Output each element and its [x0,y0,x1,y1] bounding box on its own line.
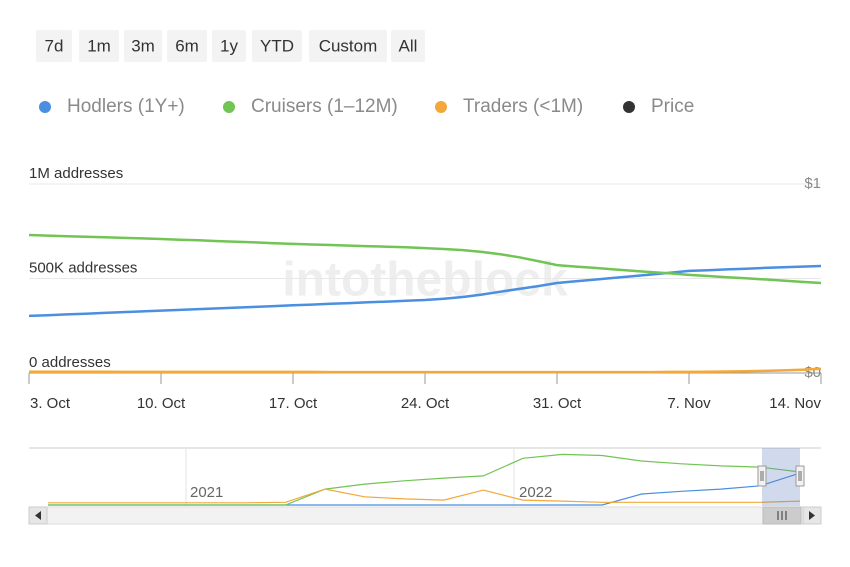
legend-label: Cruisers (1–12M) [251,96,398,117]
range-button[interactable]: 7d [36,30,72,62]
legend-item[interactable]: Price [623,96,694,117]
button-label: Custom [319,36,378,55]
button-bg [79,30,119,62]
button-bg [309,30,387,62]
navigator-handle[interactable] [757,465,767,487]
range-button[interactable]: 6m [167,30,207,62]
y-tick-label: 1M addresses [29,165,123,182]
legend-label: Hodlers (1Y+) [67,96,185,117]
button-label: 1m [87,36,111,55]
button-bg [252,30,302,62]
watermark: intotheblock [282,254,568,307]
button-label: 1y [220,36,238,55]
series-line [28,264,822,318]
arrow-left [35,511,41,520]
button-label: 3m [131,36,155,55]
button-label: YTD [260,36,294,55]
y-tick-label: 0 addresses [29,354,111,371]
y-tick-label: 500K addresses [29,259,137,276]
x-tick-label: 3. Oct [30,395,71,412]
range-button[interactable]: All [391,30,425,62]
navigator-handle[interactable] [795,465,805,487]
button-label: 6m [175,36,199,55]
legend-marker [223,101,235,113]
button-bg [212,30,246,62]
legend-item[interactable]: Traders (<1M) [435,96,583,117]
navigator-line [48,453,801,506]
button-bg [391,30,425,62]
x-tick-label: 10. Oct [137,395,186,412]
legend-label: Traders (<1M) [463,96,583,117]
y2-tick-label: $0 [804,364,821,381]
legend-marker [623,101,635,113]
series-line [29,367,822,374]
y2-tick-label: $1 [804,175,821,192]
scrollbar-track [28,506,822,525]
range-button[interactable]: YTD [252,30,302,62]
x-tick-label: 7. Nov [667,395,711,412]
legend-label: Price [651,96,694,117]
legend-item[interactable]: Hodlers (1Y+) [39,96,185,117]
range-button[interactable]: 1m [79,30,119,62]
navigator-bg [29,448,821,506]
navigator-label: 2021 [190,484,223,501]
button-label: All [399,36,418,55]
x-tick-label: 31. Oct [533,395,582,412]
button-bg [167,30,207,62]
range-button[interactable]: Custom [309,30,387,62]
x-tick-label: 14. Nov [769,395,821,412]
x-tick-label: 17. Oct [269,395,318,412]
legend-marker [435,101,447,113]
button-bg [36,30,72,62]
range-button[interactable]: 1y [212,30,246,62]
range-button[interactable]: 3m [124,30,162,62]
navigator-line [48,488,801,504]
arrow-right [809,511,815,520]
navigator-label: 2022 [519,484,552,501]
legend-item[interactable]: Cruisers (1–12M) [223,96,398,117]
legend-marker [39,101,51,113]
button-label: 7d [45,36,64,55]
series-line [28,233,822,285]
x-tick-label: 24. Oct [401,395,450,412]
navigator-window[interactable] [762,448,800,506]
button-bg [124,30,162,62]
